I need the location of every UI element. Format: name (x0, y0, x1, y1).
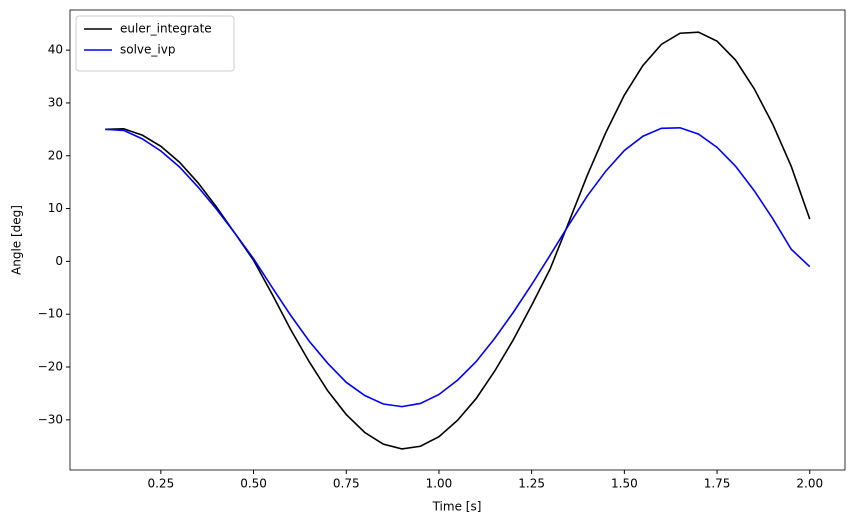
x-tick-label: 1.75 (704, 477, 731, 491)
x-tick-label: 1.50 (611, 477, 638, 491)
y-axis-label: Angle [deg] (10, 205, 24, 275)
x-tick-label: 0.75 (333, 477, 360, 491)
y-tick-label: −20 (38, 360, 63, 374)
x-tick-label: 1.00 (426, 477, 453, 491)
legend: euler_integrate solve_ivp (75, 15, 235, 72)
line-series (105, 126, 811, 408)
y-tick-label: −30 (38, 412, 63, 426)
legend-label: solve_ivp (120, 43, 175, 57)
x-tick-label: 1.25 (518, 477, 545, 491)
y-tick-label: 0 (55, 254, 63, 268)
legend-box (75, 15, 235, 72)
x-tick-label: 2.00 (796, 477, 823, 491)
x-axis-label: Time [s] (432, 500, 482, 514)
plot-frame (69, 9, 846, 471)
y-tick-label: 30 (48, 95, 63, 109)
y-tick-label: 40 (48, 43, 63, 57)
x-tick-label: 0.50 (240, 477, 267, 491)
legend-label: euler_integrate (120, 22, 212, 36)
y-tick-label: −10 (38, 307, 63, 321)
y-tick-label: 10 (48, 201, 63, 215)
x-tick-label: 0.25 (147, 477, 174, 491)
y-tick-label: 20 (48, 148, 63, 162)
line-series (105, 31, 811, 450)
